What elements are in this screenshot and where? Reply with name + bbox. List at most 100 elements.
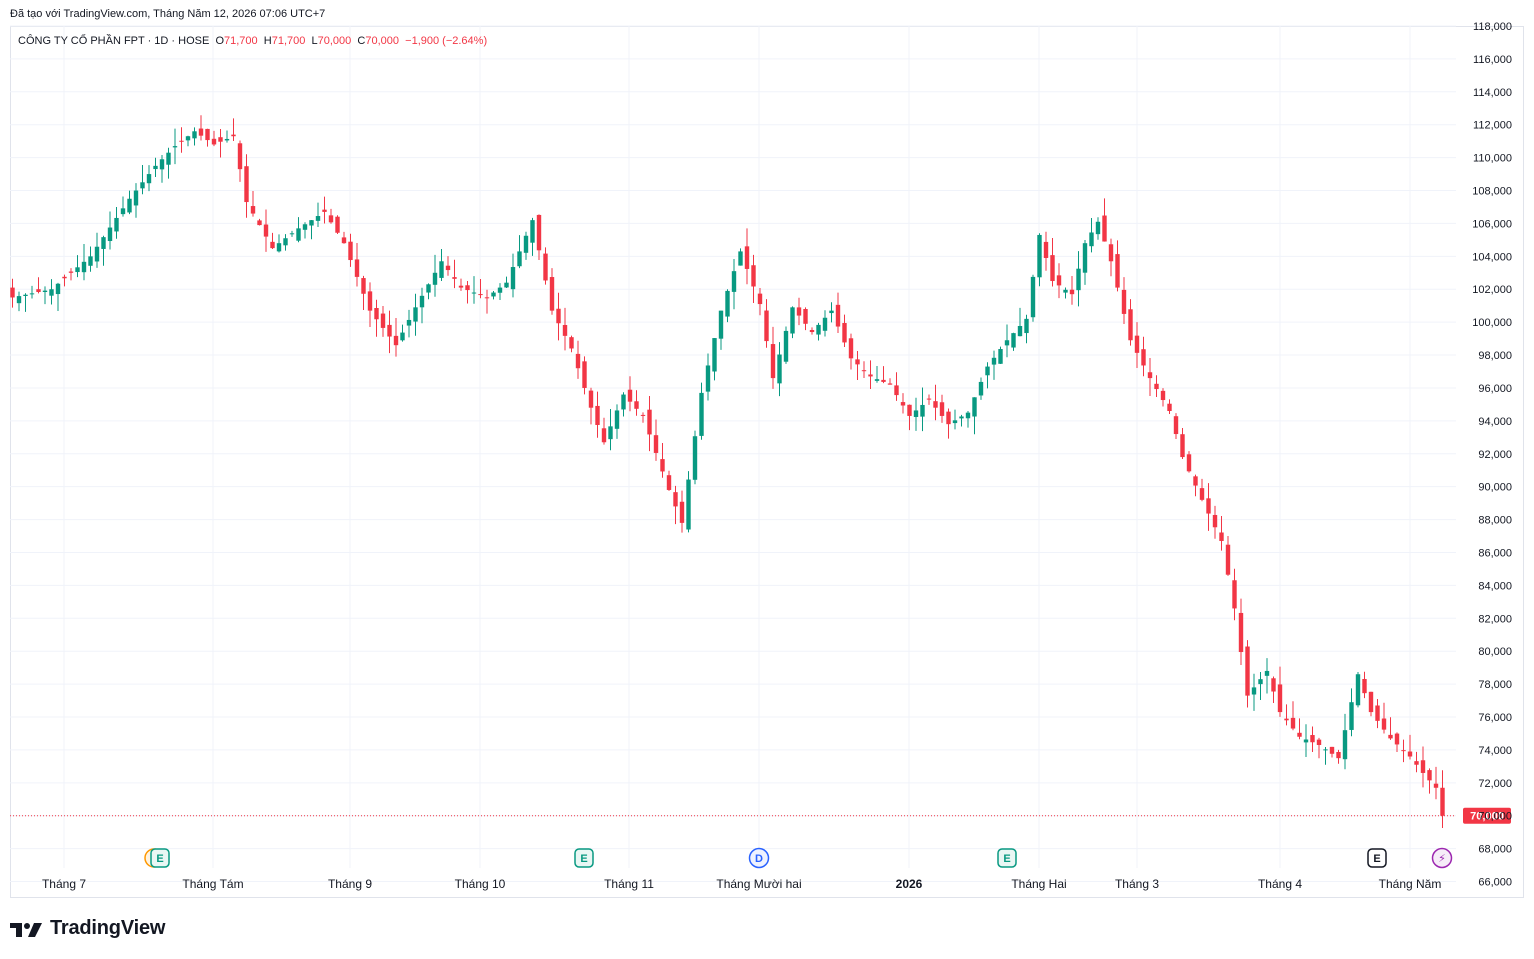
- tradingview-logo[interactable]: TradingView: [10, 917, 165, 940]
- candle[interactable]: [1323, 746, 1328, 765]
- candle[interactable]: [1212, 505, 1218, 539]
- candle[interactable]: [419, 287, 425, 324]
- candle[interactable]: [1193, 474, 1198, 497]
- candle[interactable]: [1232, 568, 1237, 621]
- candle[interactable]: [627, 376, 633, 412]
- candle[interactable]: [1219, 516, 1224, 551]
- candle[interactable]: [1030, 274, 1036, 322]
- candle[interactable]: [1349, 688, 1354, 737]
- candle[interactable]: [666, 470, 672, 491]
- candle[interactable]: [322, 196, 327, 224]
- candle[interactable]: [1368, 691, 1374, 717]
- candle[interactable]: [1108, 238, 1114, 277]
- candle[interactable]: [471, 276, 477, 304]
- candle[interactable]: [770, 326, 776, 389]
- candle[interactable]: [1245, 640, 1250, 708]
- candle[interactable]: [634, 390, 639, 416]
- candle[interactable]: [296, 217, 301, 243]
- candle[interactable]: [315, 202, 321, 227]
- candle[interactable]: [1264, 658, 1270, 694]
- candle[interactable]: [939, 394, 945, 423]
- candle[interactable]: [1206, 483, 1211, 531]
- candle[interactable]: [1342, 713, 1348, 770]
- candle[interactable]: [569, 335, 574, 353]
- candle[interactable]: [978, 377, 984, 400]
- candle[interactable]: [341, 231, 347, 244]
- candle[interactable]: [328, 208, 334, 224]
- candle[interactable]: [1173, 413, 1179, 440]
- candle[interactable]: [10, 278, 15, 308]
- candle[interactable]: [1069, 275, 1075, 305]
- candle[interactable]: [647, 396, 652, 452]
- candle[interactable]: [796, 297, 802, 326]
- candle[interactable]: [894, 372, 899, 401]
- candle[interactable]: [263, 209, 269, 252]
- candle[interactable]: [1297, 718, 1302, 740]
- candle[interactable]: [543, 247, 548, 285]
- candle[interactable]: [1017, 307, 1023, 337]
- candle[interactable]: [842, 314, 847, 347]
- candle[interactable]: [855, 351, 860, 381]
- candle[interactable]: [361, 275, 366, 311]
- candle[interactable]: [159, 154, 165, 183]
- candle[interactable]: [101, 235, 106, 266]
- candle[interactable]: [1063, 287, 1068, 299]
- candle[interactable]: [55, 282, 61, 312]
- candle[interactable]: [1043, 231, 1049, 271]
- candle[interactable]: [1433, 766, 1439, 800]
- candle[interactable]: [822, 310, 828, 337]
- candle[interactable]: [751, 254, 756, 304]
- candle[interactable]: [601, 417, 607, 445]
- candle[interactable]: [1316, 737, 1322, 759]
- candle[interactable]: [1115, 240, 1120, 292]
- candle[interactable]: [679, 490, 685, 533]
- candle[interactable]: [1362, 671, 1367, 699]
- candle[interactable]: [36, 277, 41, 294]
- candle[interactable]: [380, 306, 386, 337]
- candle[interactable]: [1076, 251, 1081, 307]
- candle[interactable]: [1290, 701, 1296, 731]
- candle[interactable]: [952, 409, 958, 430]
- candle[interactable]: [868, 360, 873, 389]
- candle[interactable]: [367, 282, 373, 328]
- price-axis[interactable]: 66,000 68,000 70,000 72,000 74,000 76,000 78,0…: [1472, 21, 1512, 889]
- candle[interactable]: [172, 128, 178, 165]
- candle[interactable]: [244, 154, 249, 218]
- candle[interactable]: [1401, 739, 1406, 763]
- candle[interactable]: [257, 218, 262, 226]
- candle[interactable]: [387, 310, 392, 354]
- candle[interactable]: [985, 362, 990, 389]
- candle[interactable]: [478, 279, 483, 299]
- candle[interactable]: [211, 130, 217, 147]
- candle[interactable]: [127, 190, 132, 215]
- candle[interactable]: [439, 249, 444, 281]
- candle[interactable]: [1037, 233, 1042, 287]
- candle[interactable]: [406, 309, 412, 338]
- candle[interactable]: [107, 211, 113, 250]
- candle[interactable]: [1427, 768, 1432, 794]
- candle[interactable]: [588, 387, 594, 425]
- candle[interactable]: [153, 157, 158, 178]
- candle[interactable]: [744, 228, 750, 285]
- event-marker-dividend[interactable]: D: [748, 847, 770, 869]
- candle[interactable]: [270, 232, 275, 250]
- candle[interactable]: [536, 214, 542, 261]
- candle[interactable]: [374, 299, 379, 337]
- candle[interactable]: [959, 414, 964, 427]
- candle[interactable]: [1420, 746, 1426, 788]
- candle[interactable]: [309, 219, 314, 240]
- candle[interactable]: [335, 215, 340, 234]
- candle[interactable]: [881, 366, 886, 384]
- candle[interactable]: [484, 289, 490, 314]
- candlestick-series[interactable]: [10, 115, 1445, 828]
- candle[interactable]: [465, 281, 470, 304]
- candle[interactable]: [1407, 734, 1413, 760]
- candle[interactable]: [1225, 535, 1231, 576]
- candle[interactable]: [1388, 717, 1393, 740]
- candle[interactable]: [289, 230, 295, 237]
- candle[interactable]: [1186, 451, 1192, 473]
- candle[interactable]: [523, 231, 529, 260]
- candle[interactable]: [1394, 732, 1400, 753]
- candle[interactable]: [1303, 724, 1309, 758]
